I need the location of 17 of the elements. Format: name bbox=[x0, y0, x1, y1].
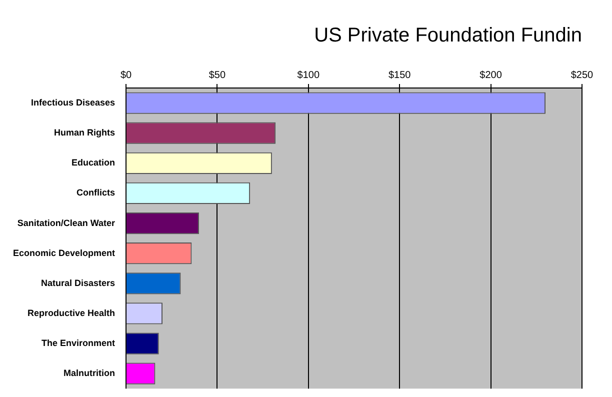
x-tick-label: $200 bbox=[480, 70, 502, 81]
y-tick-label: Education bbox=[72, 158, 116, 168]
x-tick-label: $0 bbox=[120, 70, 132, 81]
y-tick-label: Sanitation/Clean Water bbox=[17, 218, 116, 228]
y-tick-label: The Environment bbox=[42, 338, 116, 348]
x-tick-label: $150 bbox=[388, 70, 412, 81]
y-tick-label: Conflicts bbox=[76, 188, 116, 198]
y-tick-label: Natural Disasters bbox=[40, 278, 116, 288]
y-tick-label: Human Rights bbox=[54, 128, 116, 138]
y-tick-label: Malnutrition bbox=[64, 368, 116, 378]
x-tick-label: $100 bbox=[297, 70, 320, 81]
x-tick-label: $50 bbox=[208, 70, 226, 81]
y-tick-label: Reproductive Health bbox=[27, 308, 116, 318]
x-tick-label: $250 bbox=[570, 70, 594, 81]
y-tick-label: Economic Development bbox=[12, 248, 116, 258]
y-tick-label: Infectious Diseases bbox=[30, 98, 116, 108]
chart-title: US Private Foundation Fundin bbox=[314, 24, 582, 47]
